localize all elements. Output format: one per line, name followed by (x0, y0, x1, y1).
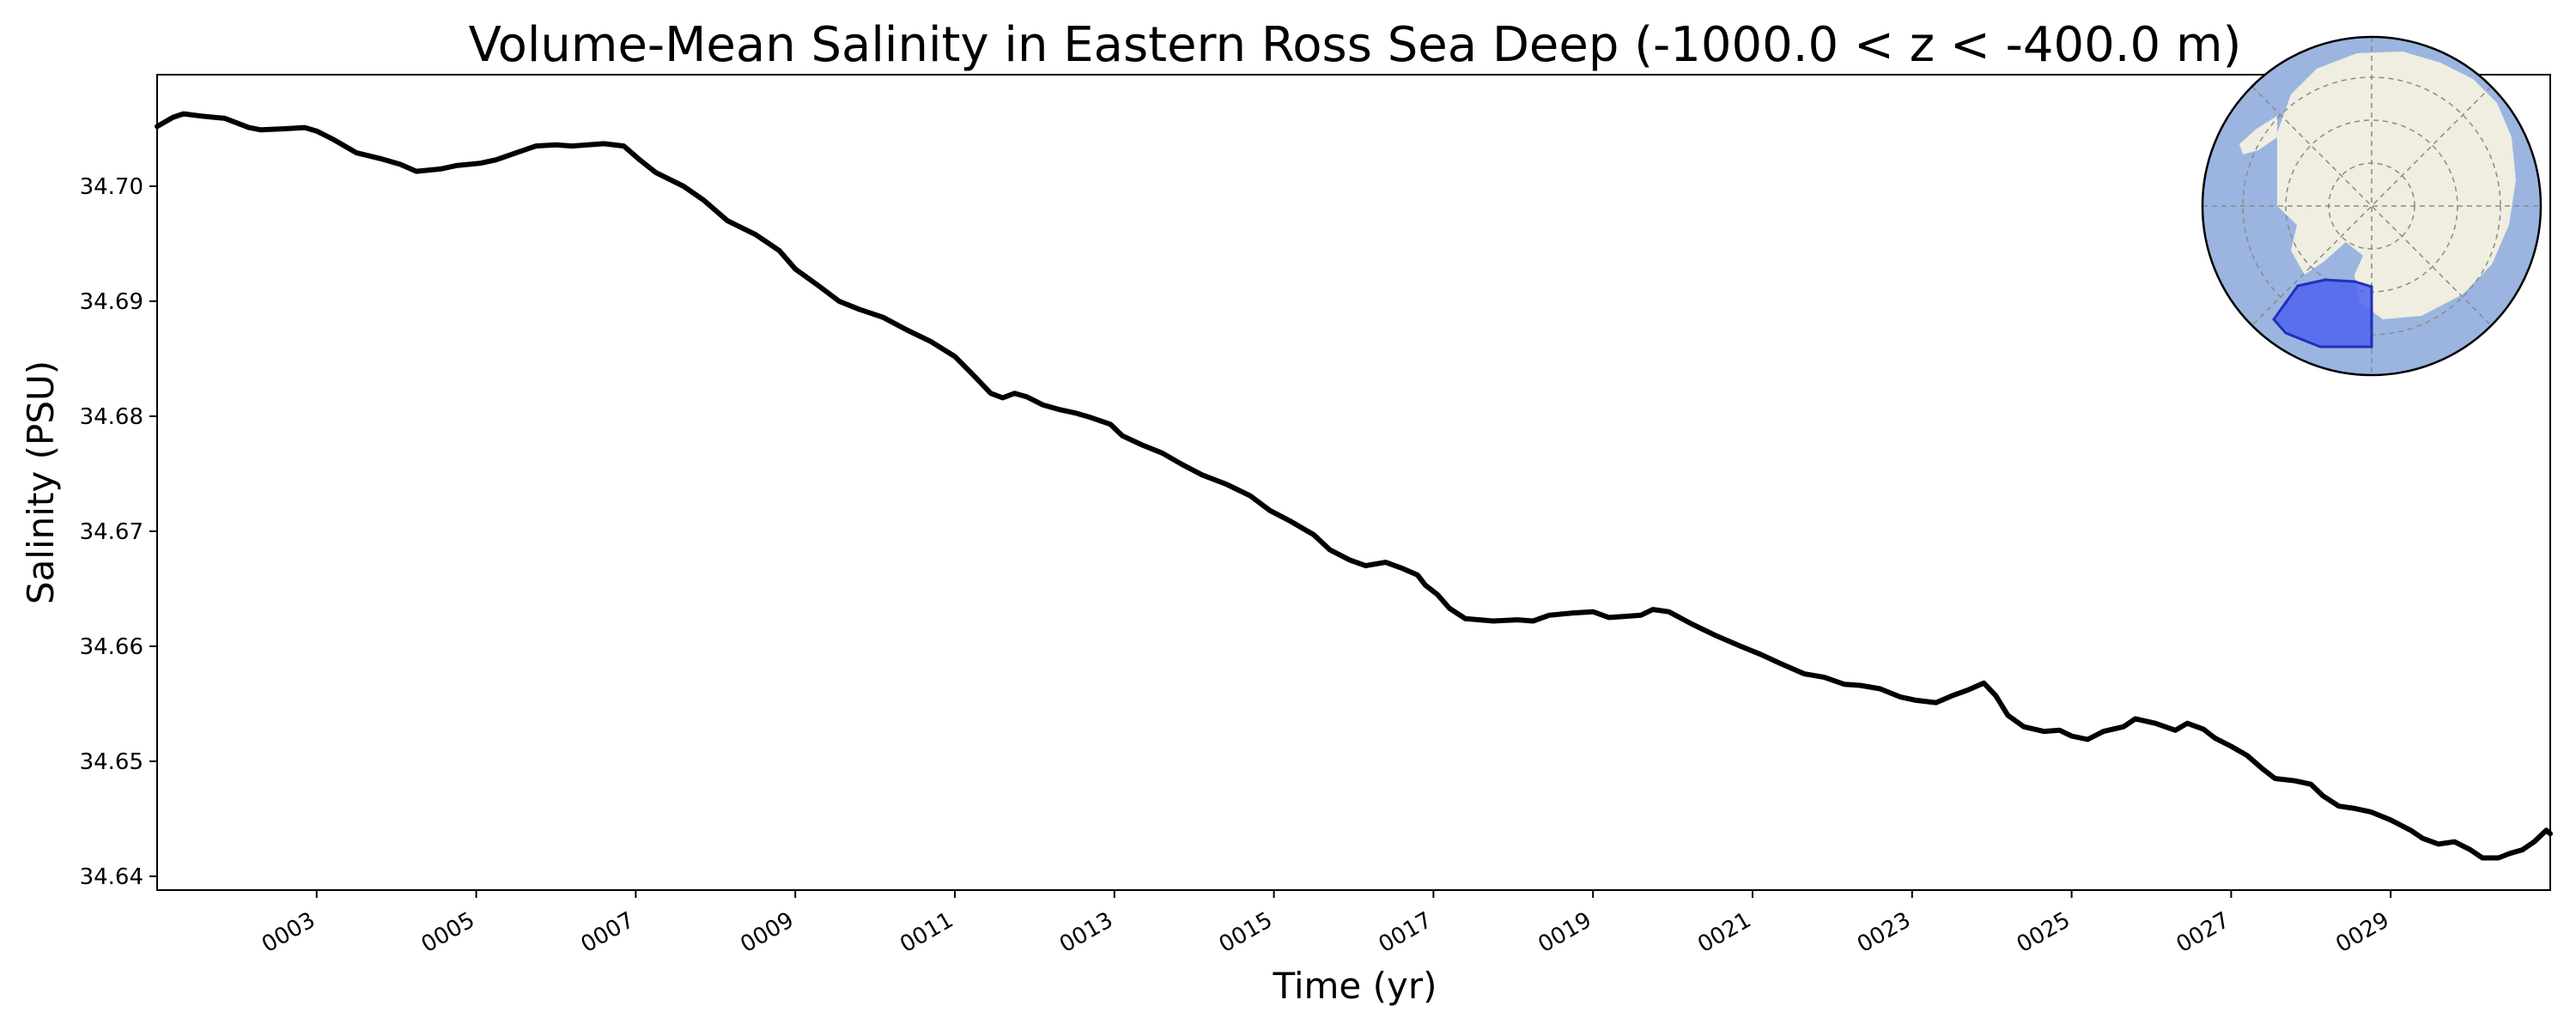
y-axis: 34.64 34.65 34.66 34.67 34.68 34.69 34.70 (80, 174, 157, 890)
y-tick-label: 34.65 (80, 749, 143, 775)
antarctic-peninsula (2239, 116, 2277, 154)
x-tick-label: 0017 (1375, 907, 1437, 958)
x-tick-label: 0019 (1534, 907, 1595, 958)
y-tick-label: 34.68 (80, 404, 143, 430)
x-tick-label: 0021 (1693, 907, 1755, 958)
x-tick-label: 0027 (2172, 907, 2234, 958)
plot-frame (156, 74, 2551, 891)
y-tick-label: 34.64 (80, 864, 143, 890)
x-tick-label: 0011 (896, 907, 957, 958)
x-tick-label: 0005 (417, 907, 479, 958)
x-tick-label: 0003 (258, 907, 319, 958)
inset-map (2201, 35, 2543, 377)
inset-map-border (2201, 35, 2543, 377)
chart-title: Volume-Mean Salinity in Eastern Ross Sea… (469, 17, 2242, 73)
x-tick-label: 0007 (577, 907, 639, 958)
x-tick-label: 0015 (1215, 907, 1277, 958)
x-axis: 0003 0005 0007 0009 0011 0013 0015 0017 0019 0021… (258, 890, 2394, 958)
x-tick-label: 0009 (736, 907, 798, 958)
y-tick-label: 34.67 (80, 519, 143, 545)
x-tick-label: 0029 (2331, 907, 2393, 958)
y-tick-label: 34.70 (80, 174, 143, 200)
antarctica-landmass (2277, 52, 2516, 319)
plot-area: 34.64 34.65 34.66 34.67 34.68 34.69 34.70 0003… (80, 74, 2553, 958)
eastern-ross-sea-region (2272, 278, 2373, 348)
salinity-series-line (155, 111, 2553, 861)
x-tick-label: 0013 (1055, 907, 1117, 958)
y-tick-label: 34.69 (80, 289, 143, 315)
x-tick-label: 0025 (2013, 907, 2075, 958)
x-tick-label: 0023 (1853, 907, 1915, 958)
x-axis-label: Time (yr) (1272, 965, 1437, 1007)
y-tick-label: 34.66 (80, 634, 143, 660)
y-axis-label: Salinity (PSU) (20, 360, 62, 604)
